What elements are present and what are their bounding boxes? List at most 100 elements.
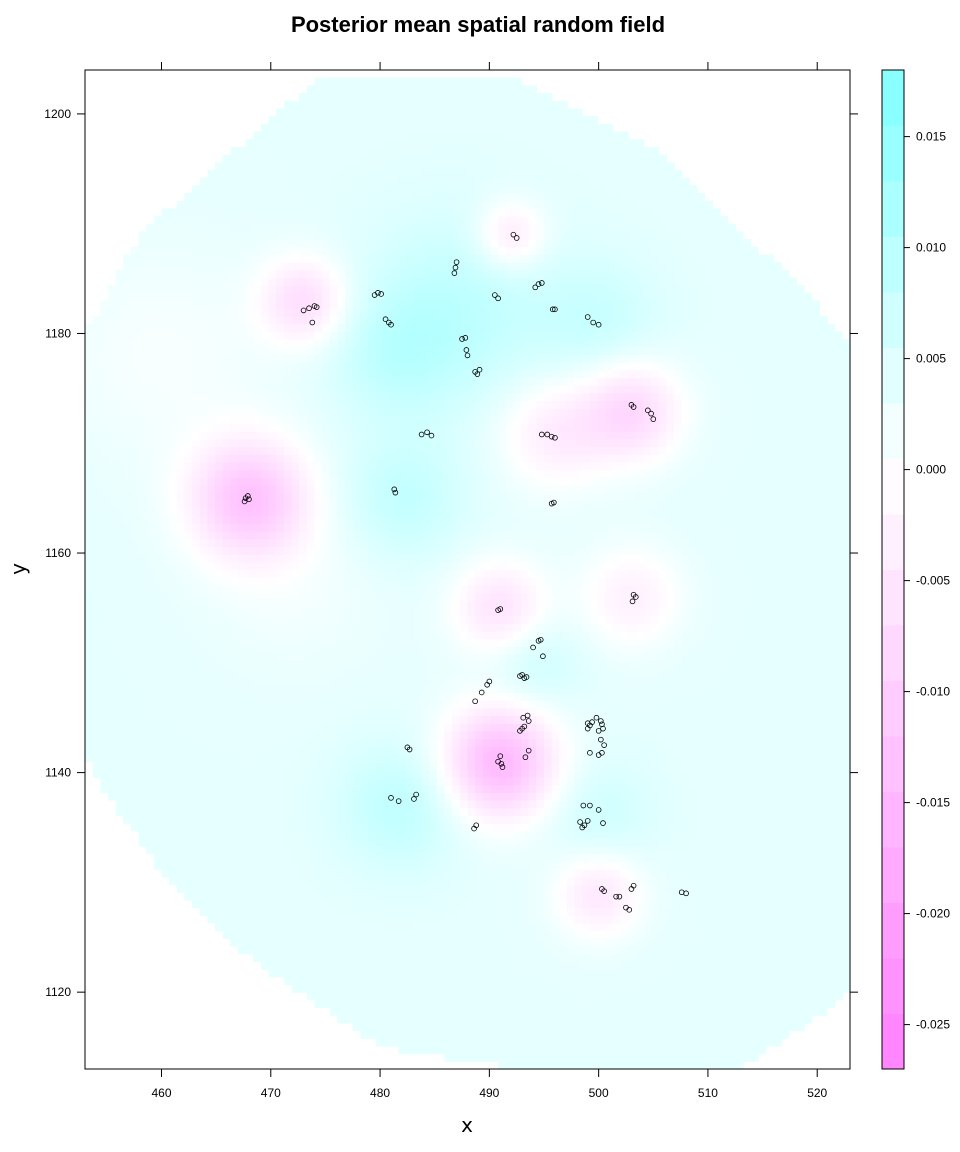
field-cell xyxy=(260,815,270,824)
field-cell xyxy=(398,515,407,524)
field-cell xyxy=(383,408,392,417)
field-cell xyxy=(398,984,407,993)
field-cell xyxy=(368,1022,377,1032)
field-cell xyxy=(322,792,331,801)
field-cell xyxy=(444,446,453,455)
field-cell xyxy=(268,615,277,624)
field-cell xyxy=(260,753,270,763)
field-cell xyxy=(161,269,170,279)
field-cell xyxy=(207,484,216,494)
field-cell xyxy=(92,515,101,524)
field-cell xyxy=(429,1045,438,1055)
field-cell xyxy=(444,930,453,939)
field-cell xyxy=(299,638,308,647)
field-cell xyxy=(192,338,201,348)
field-cell xyxy=(130,715,140,724)
field-cell xyxy=(314,861,323,870)
field-cell xyxy=(215,561,224,571)
field-cell xyxy=(238,884,247,893)
field-cell xyxy=(245,800,254,809)
field-cell xyxy=(436,569,446,578)
field-cell xyxy=(329,300,339,309)
field-cell xyxy=(345,884,354,893)
field-cell xyxy=(230,869,239,878)
field-cell xyxy=(253,254,262,263)
field-cell xyxy=(283,830,293,840)
field-cell xyxy=(368,254,377,263)
field-cell xyxy=(207,369,216,378)
field-cell xyxy=(406,415,415,425)
field-cell xyxy=(383,976,392,986)
field-cell xyxy=(360,508,369,517)
field-cell xyxy=(268,654,277,663)
field-cell xyxy=(283,846,293,855)
field-cell xyxy=(429,100,438,110)
field-cell xyxy=(207,338,216,348)
field-cell xyxy=(245,239,254,248)
field-cell xyxy=(391,907,400,916)
field-cell xyxy=(192,246,201,256)
field-cell xyxy=(383,131,392,140)
field-cell xyxy=(314,123,323,133)
field-cell xyxy=(329,262,339,271)
field-cell xyxy=(169,792,178,801)
field-cell xyxy=(253,354,262,363)
field-cell xyxy=(337,446,346,455)
field-cell xyxy=(398,930,407,939)
field-cell xyxy=(253,630,262,640)
field-cell xyxy=(138,715,147,724)
field-cell xyxy=(299,108,308,117)
field-cell xyxy=(153,231,163,240)
field-cell xyxy=(391,431,400,440)
field-cell xyxy=(268,761,277,770)
field-cell xyxy=(184,277,193,286)
field-cell xyxy=(291,177,300,186)
field-cell xyxy=(429,131,438,140)
field-cell xyxy=(260,377,270,386)
field-cell xyxy=(238,423,247,432)
field-cell xyxy=(291,415,300,425)
field-cell xyxy=(299,239,308,248)
field-cell xyxy=(192,869,201,878)
field-cell xyxy=(314,508,323,517)
field-cell xyxy=(383,192,392,202)
field-cell xyxy=(413,753,423,763)
field-cell xyxy=(360,331,369,340)
field-cell xyxy=(268,423,277,432)
field-cell xyxy=(383,630,392,640)
field-cell xyxy=(436,953,446,963)
field-cell xyxy=(222,815,231,824)
field-cell xyxy=(314,162,323,171)
field-cell xyxy=(413,661,423,670)
field-cell xyxy=(85,531,94,540)
field-cell xyxy=(199,646,208,655)
field-cell xyxy=(383,692,392,701)
field-cell xyxy=(345,654,354,663)
field-cell xyxy=(314,876,323,886)
field-cell xyxy=(245,400,254,409)
field-cell xyxy=(146,354,155,363)
field-cell xyxy=(291,961,300,970)
field-cell xyxy=(260,961,270,970)
field-cell xyxy=(276,915,285,924)
field-cell xyxy=(421,362,430,371)
field-cell xyxy=(291,400,300,409)
field-cell xyxy=(153,300,163,309)
field-cell xyxy=(391,922,400,932)
field-cell xyxy=(337,646,346,655)
field-cell xyxy=(444,961,453,970)
field-cell xyxy=(253,377,262,386)
field-cell xyxy=(222,431,231,440)
field-cell xyxy=(245,323,254,332)
field-cell xyxy=(322,930,331,939)
field-cell xyxy=(337,930,346,939)
field-cell xyxy=(306,969,316,978)
field-cell xyxy=(184,500,193,509)
field-cell xyxy=(253,408,262,417)
field-cell xyxy=(436,362,446,371)
field-cell xyxy=(123,784,132,793)
field-cell xyxy=(115,331,124,340)
field-cell xyxy=(238,661,247,670)
field-cell xyxy=(268,600,277,609)
field-cell xyxy=(283,654,293,663)
